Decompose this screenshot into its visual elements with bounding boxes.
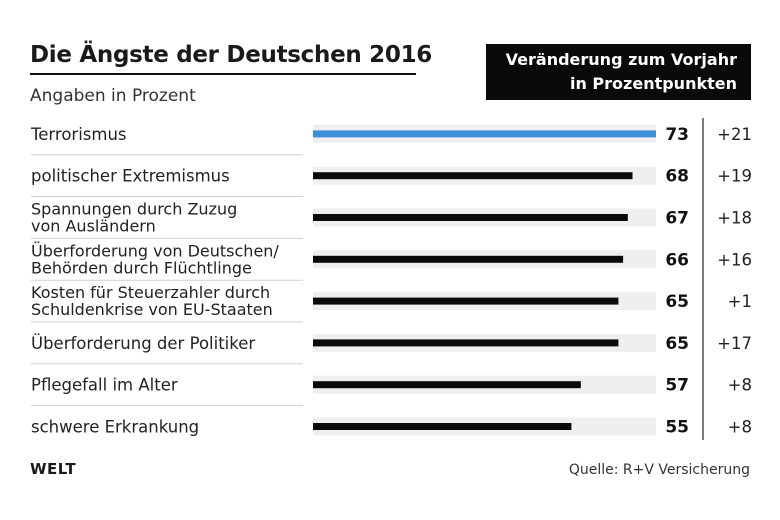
value-label: 55	[665, 418, 689, 438]
bar	[313, 381, 581, 389]
category-label: schwere Erkrankung	[31, 418, 199, 437]
change-label: +1	[728, 292, 752, 311]
category-label: Behörden durch Flüchtlinge	[31, 258, 252, 277]
value-label: 65	[665, 292, 689, 312]
value-label: 67	[665, 209, 689, 229]
chart-title: Die Ängste der Deutschen 2016	[30, 42, 432, 68]
value-label: 73	[665, 125, 689, 145]
value-label: 57	[665, 376, 689, 396]
category-label: Spannungen durch Zuzug	[31, 200, 237, 219]
change-header-line2: in Prozentpunkten	[569, 74, 737, 93]
category-label: Überforderung von Deutschen/	[31, 241, 279, 260]
category-label: Überforderung der Politiker	[31, 334, 255, 353]
category-label: Kosten für Steuerzahler durch	[31, 283, 270, 302]
change-label: +18	[717, 209, 752, 228]
chart-subtitle: Angaben in Prozent	[30, 86, 196, 106]
title-underline	[30, 73, 416, 75]
welt-logo: WELT	[30, 460, 77, 478]
bar	[313, 339, 619, 347]
change-label: +21	[717, 125, 752, 144]
bar	[313, 255, 624, 263]
category-label: Terrorismus	[30, 125, 127, 144]
value-label: 68	[665, 167, 689, 187]
bar	[313, 423, 572, 430]
bar	[313, 214, 628, 221]
change-label: +17	[717, 334, 752, 353]
change-label: +8	[728, 418, 752, 437]
bar	[313, 297, 619, 305]
change-label: +19	[717, 167, 752, 186]
change-header-box: Veränderung zum Vorjahr in Prozentpunkte…	[486, 44, 751, 100]
change-label: +8	[728, 376, 752, 395]
bar	[313, 130, 656, 138]
value-label: 65	[665, 334, 689, 354]
category-label: politischer Extremismus	[31, 167, 230, 186]
value-label: 66	[665, 250, 689, 270]
category-label: Pflegefall im Alter	[31, 376, 178, 395]
change-label: +16	[717, 250, 752, 269]
category-label: Schuldenkrise von EU-Staaten	[31, 300, 273, 319]
category-label: von Ausländern	[31, 217, 156, 236]
bar	[313, 172, 633, 180]
source-note: Quelle: R+V Versicherung	[568, 462, 750, 478]
change-header-line1: Veränderung zum Vorjahr	[505, 50, 737, 69]
